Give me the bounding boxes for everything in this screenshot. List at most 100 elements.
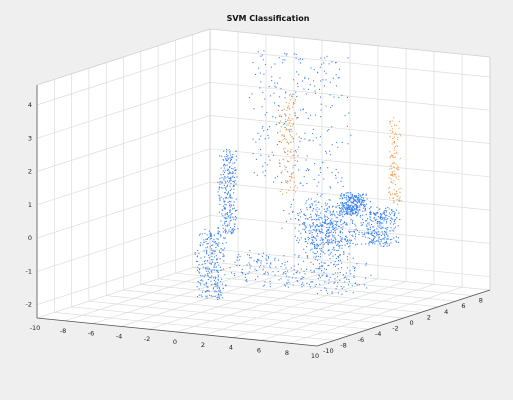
data-point — [320, 109, 322, 111]
data-point — [386, 220, 388, 222]
data-point — [347, 143, 349, 145]
data-point — [379, 233, 381, 235]
data-point — [399, 200, 401, 202]
data-point — [315, 219, 317, 221]
data-point — [291, 176, 293, 178]
data-point — [204, 274, 206, 276]
data-point — [355, 236, 357, 238]
data-point — [219, 183, 221, 185]
data-point — [266, 255, 268, 257]
data-point — [352, 209, 354, 211]
data-point — [214, 262, 216, 264]
data-point — [200, 275, 202, 277]
data-point — [296, 160, 298, 162]
data-point — [383, 233, 385, 235]
data-point — [343, 286, 345, 288]
grid-line-y-floor — [106, 295, 387, 324]
data-point — [226, 212, 228, 214]
data-point — [347, 195, 349, 197]
data-point — [354, 199, 356, 201]
data-point — [296, 118, 298, 120]
data-point — [389, 239, 391, 241]
data-point — [384, 231, 386, 233]
data-point — [258, 253, 260, 255]
data-point — [300, 62, 302, 64]
data-point — [274, 82, 276, 84]
data-point — [264, 98, 266, 100]
z-tick-label: -2 — [26, 301, 32, 309]
data-point — [257, 260, 259, 262]
data-point — [337, 292, 339, 294]
data-point — [210, 238, 212, 240]
data-point — [235, 183, 237, 185]
data-point — [290, 149, 292, 151]
data-point — [294, 227, 296, 229]
data-point — [207, 290, 209, 292]
data-point — [358, 234, 360, 236]
data-point — [364, 205, 366, 207]
data-point — [332, 228, 334, 230]
data-point — [262, 126, 264, 128]
data-point — [315, 253, 317, 255]
data-point — [225, 285, 227, 287]
axes-3d[interactable]: -10 -8 -6 -4 -2 0 2 4 6 8 10-10-8-6-4-202468-2-101… — [26, 28, 491, 360]
data-point — [343, 251, 345, 253]
data-point — [340, 210, 342, 212]
data-point — [236, 256, 238, 258]
data-point — [352, 205, 354, 207]
data-point — [278, 96, 280, 98]
data-point — [285, 285, 287, 287]
data-point — [274, 63, 276, 65]
data-point — [224, 200, 226, 202]
data-point — [211, 275, 213, 277]
data-point — [316, 255, 318, 257]
data-point — [353, 195, 355, 197]
data-point — [293, 186, 295, 188]
data-point — [287, 153, 289, 155]
data-point — [334, 240, 336, 242]
data-point — [389, 151, 391, 153]
data-point — [284, 271, 286, 273]
data-point — [204, 232, 206, 234]
data-point — [198, 269, 200, 271]
data-point — [300, 209, 302, 211]
data-point — [265, 63, 267, 65]
data-point — [290, 180, 292, 182]
data-point — [287, 119, 289, 121]
grid-line-z-back — [209, 248, 491, 278]
data-point — [292, 155, 294, 157]
data-point — [337, 146, 339, 148]
data-point — [294, 164, 296, 166]
data-point — [374, 213, 376, 215]
data-point — [390, 178, 392, 180]
data-point — [366, 287, 368, 289]
data-point — [306, 246, 308, 248]
data-point — [289, 175, 291, 177]
x-tick-label: -8 — [60, 327, 66, 335]
data-point — [201, 279, 203, 281]
data-point — [356, 206, 358, 208]
data-point — [227, 197, 229, 199]
data-point — [308, 169, 310, 171]
data-point — [223, 167, 225, 169]
data-point — [262, 165, 264, 167]
data-point — [304, 214, 306, 216]
data-point — [316, 293, 318, 295]
data-point — [289, 114, 291, 116]
data-point — [330, 232, 332, 234]
data-point — [358, 231, 360, 233]
data-point — [216, 297, 218, 299]
data-point — [395, 177, 397, 179]
data-point — [206, 290, 208, 292]
data-point — [338, 77, 340, 79]
data-point — [300, 137, 302, 139]
data-point — [353, 200, 355, 202]
data-point — [290, 218, 292, 220]
data-point — [319, 232, 321, 234]
data-point — [355, 233, 357, 235]
data-point — [353, 231, 355, 233]
data-point — [324, 214, 326, 216]
data-point — [309, 216, 311, 218]
data-point — [351, 234, 353, 236]
